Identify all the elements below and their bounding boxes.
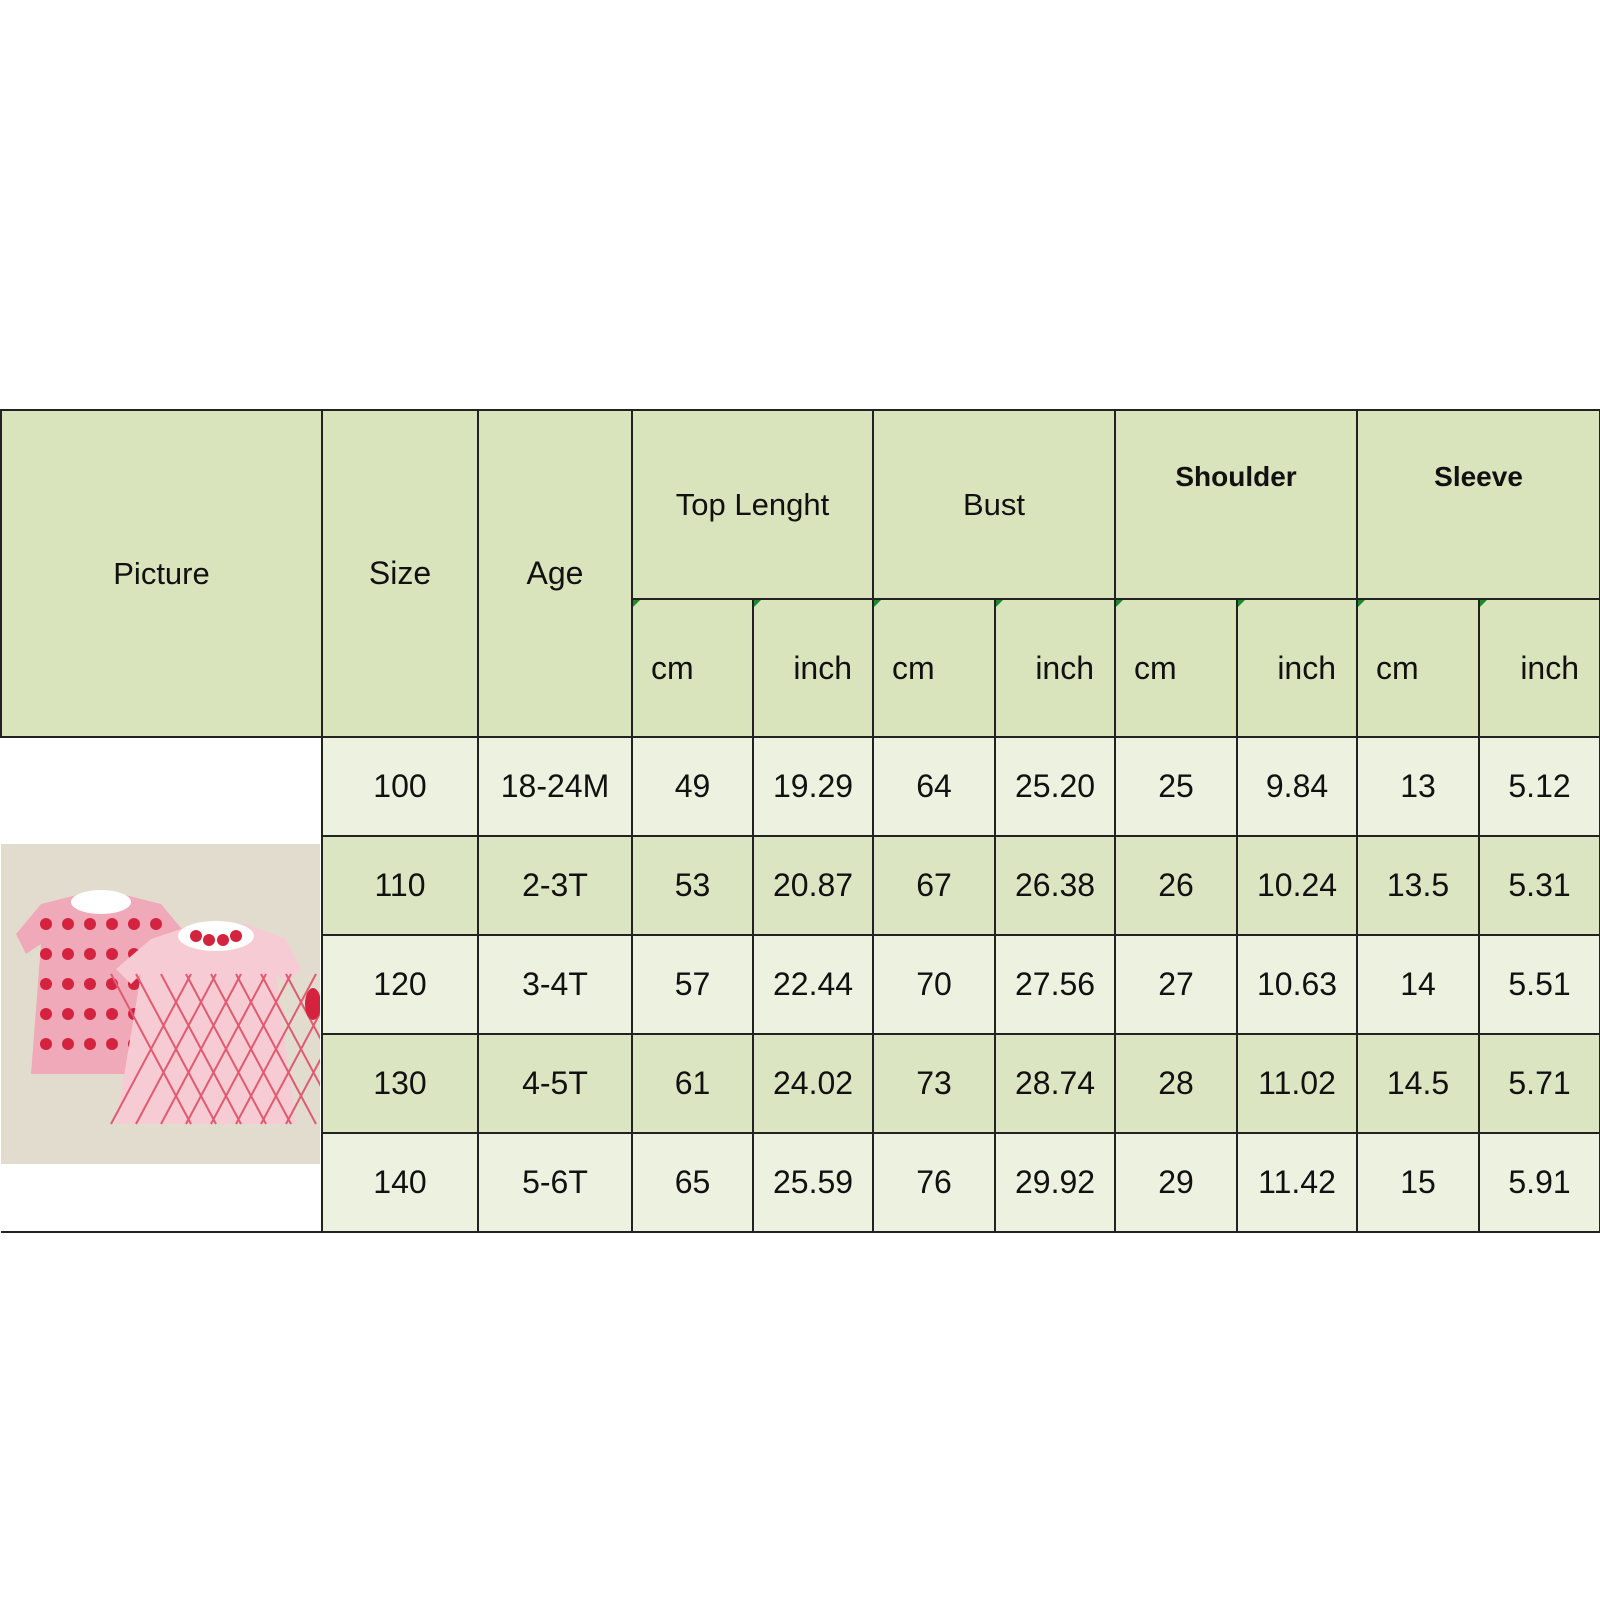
cell-top-in: 20.87 [751, 835, 875, 936]
cell-top-cm: 61 [631, 1033, 754, 1134]
cell-bust-cm: 73 [872, 1033, 997, 1134]
cell-bust-in: 29.92 [994, 1132, 1117, 1233]
header-bust-inch: inch [994, 598, 1117, 738]
cell-age: 5-6T [477, 1132, 633, 1233]
cell-shoulder-in: 11.02 [1236, 1033, 1359, 1134]
header-shoulder-cm: cm [1114, 598, 1239, 738]
header-shoulder: Shoulder [1114, 409, 1359, 600]
header-bust: Bust [872, 409, 1117, 600]
cell-bust-cm: 67 [872, 835, 997, 936]
cell-top-cm: 53 [631, 835, 754, 936]
cell-top-cm: 49 [631, 736, 754, 837]
cell-top-cm: 65 [631, 1132, 754, 1233]
cell-bust-cm: 64 [872, 736, 997, 837]
cell-sleeve-in: 5.31 [1478, 835, 1600, 936]
cell-sleeve-in: 5.12 [1478, 736, 1600, 837]
cell-bust-in: 25.20 [994, 736, 1117, 837]
cell-top-in: 22.44 [751, 934, 875, 1035]
cell-bust-in: 27.56 [994, 934, 1117, 1035]
table-row: 100 18-24M 49 19.29 64 25.20 25 9.84 13 5.12 [1, 736, 1600, 1233]
cell-top-in: 19.29 [751, 736, 875, 837]
cell-shoulder-in: 10.63 [1236, 934, 1359, 1035]
cell-sleeve-cm: 15 [1356, 1132, 1481, 1233]
table-row: 130 4-5T 61 24.02 73 28.74 28 11.02 14.5 5.71 [1, 1033, 1600, 1134]
cell-age: 4-5T [477, 1033, 633, 1134]
header-picture: Picture [0, 409, 323, 738]
cell-shoulder-cm: 26 [1114, 835, 1239, 936]
table-row: 110 2-3T 53 20.87 67 26.38 26 10.24 13.5 5.31 [1, 835, 1600, 936]
cell-top-in: 24.02 [751, 1033, 875, 1134]
cell-age: 3-4T [477, 934, 633, 1035]
header-age: Age [477, 409, 633, 738]
table-row: 120 3-4T 57 22.44 70 27.56 27 10.63 14 5.51 [1, 934, 1600, 1035]
cell-shoulder-cm: 25 [1114, 736, 1239, 837]
cell-bust-cm: 70 [872, 934, 997, 1035]
cell-shoulder-cm: 27 [1114, 934, 1239, 1035]
cell-sleeve-in: 5.91 [1478, 1132, 1600, 1233]
cell-top-in: 25.59 [751, 1132, 875, 1233]
cell-size: 100 [321, 736, 479, 837]
header-bust-cm: cm [872, 598, 997, 738]
cell-sleeve-in: 5.51 [1478, 934, 1600, 1035]
cell-size: 130 [321, 1033, 479, 1134]
cell-bust-in: 28.74 [994, 1033, 1117, 1134]
cell-shoulder-cm: 29 [1114, 1132, 1239, 1233]
header-sleeve-cm: cm [1356, 598, 1481, 738]
cell-sleeve-cm: 13.5 [1356, 835, 1481, 936]
cell-shoulder-cm: 28 [1114, 1033, 1239, 1134]
cell-size: 140 [321, 1132, 479, 1233]
cell-bust-in: 26.38 [994, 835, 1117, 936]
header-top-cm: cm [631, 598, 754, 738]
size-chart-table: Picture Size Age Top Lenght Bust Shoulde… [0, 409, 1600, 1233]
cell-bust-cm: 76 [872, 1132, 997, 1233]
table-row: 140 5-6T 65 25.59 76 29.92 29 11.42 15 5.91 [1, 1132, 1600, 1233]
header-size: Size [321, 409, 479, 738]
cell-sleeve-cm: 13 [1356, 736, 1481, 837]
cell-sleeve-cm: 14 [1356, 934, 1481, 1035]
cell-shoulder-in: 9.84 [1236, 736, 1359, 837]
cell-top-cm: 57 [631, 934, 754, 1035]
header-sleeve: Sleeve [1356, 409, 1600, 600]
cell-size: 110 [321, 835, 479, 936]
cell-age: 18-24M [477, 736, 633, 837]
cell-shoulder-in: 10.24 [1236, 835, 1359, 936]
cell-size: 120 [321, 934, 479, 1035]
cell-sleeve-cm: 14.5 [1356, 1033, 1481, 1134]
picture-cell [1, 736, 323, 1233]
product-photo-icon [1, 844, 320, 1164]
header-top-length: Top Lenght [630, 409, 875, 600]
cell-sleeve-in: 5.71 [1478, 1033, 1600, 1134]
cell-age: 2-3T [477, 835, 633, 936]
header-shoulder-inch: inch [1236, 598, 1359, 738]
header-sleeve-inch: inch [1478, 598, 1600, 738]
header-top-inch: inch [751, 598, 875, 738]
cell-shoulder-in: 11.42 [1236, 1132, 1359, 1233]
